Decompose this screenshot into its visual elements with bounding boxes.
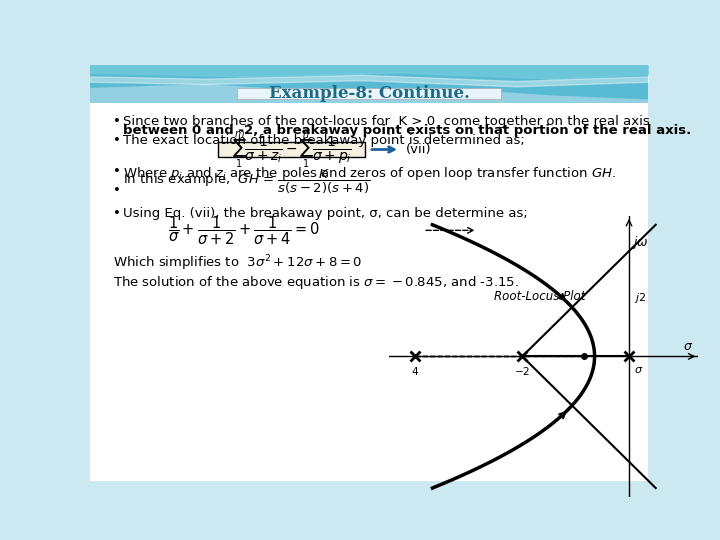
Polygon shape [218,142,365,157]
Text: $\sigma$: $\sigma$ [683,341,693,354]
Text: Example-8: Continue.: Example-8: Continue. [269,85,469,102]
Polygon shape [90,103,648,481]
Text: (vii): (vii) [406,143,432,156]
Text: In this example,  $GH$ = $\dfrac{K}{s(s-2)(s+4)}$: In this example, $GH$ = $\dfrac{K}{s(s-2… [122,168,370,196]
Text: Using Eq. (vii), the breakaway point, σ, can be determine as;: Using Eq. (vii), the breakaway point, σ,… [122,207,527,220]
Text: Since two branches of the root-locus for  K > 0  come together on the real axis: Since two branches of the root-locus for… [122,115,649,128]
Text: •: • [113,165,121,178]
Text: $\sigma$: $\sigma$ [634,365,644,375]
Text: $j2$: $j2$ [634,291,647,305]
Polygon shape [238,88,500,99]
Text: Root-Locus Plot: Root-Locus Plot [494,289,585,302]
Polygon shape [90,65,648,111]
Text: $j\omega$: $j\omega$ [631,233,649,251]
Text: between 0 and -2, a breakaway point exists on that portion of the real axis.: between 0 and -2, a breakaway point exis… [122,124,690,137]
PathPatch shape [90,65,648,99]
Text: •: • [113,207,121,220]
Text: •: • [113,115,121,128]
Text: $4$: $4$ [411,365,420,377]
Text: •: • [113,184,121,197]
Text: Where $p_i$ and $z_i$ are the poles and zeros of open loop transfer function $GH: Where $p_i$ and $z_i$ are the poles and … [122,165,616,182]
Text: $\dfrac{1}{\sigma} + \dfrac{1}{\sigma+2} + \dfrac{1}{\sigma+4} = 0$: $\dfrac{1}{\sigma} + \dfrac{1}{\sigma+2}… [168,214,320,247]
Text: •: • [113,134,121,147]
Text: $-2$: $-2$ [514,365,531,377]
Text: The exact location of the breakaway point is determined as;: The exact location of the breakaway poin… [122,134,524,147]
Text: The solution of the above equation is $\sigma = -0.845$, and -3.15.: The solution of the above equation is $\… [113,274,519,291]
Text: Which simplifies to  $3\sigma^2 + 12\sigma + 8 = 0$: Which simplifies to $3\sigma^2 + 12\sigm… [113,253,363,273]
Text: $\sum_{1}^{m}\dfrac{1}{\sigma+z_i} - \sum_{1}^{n}\dfrac{1}{\sigma+p_i}$: $\sum_{1}^{m}\dfrac{1}{\sigma+z_i} - \su… [232,129,351,170]
